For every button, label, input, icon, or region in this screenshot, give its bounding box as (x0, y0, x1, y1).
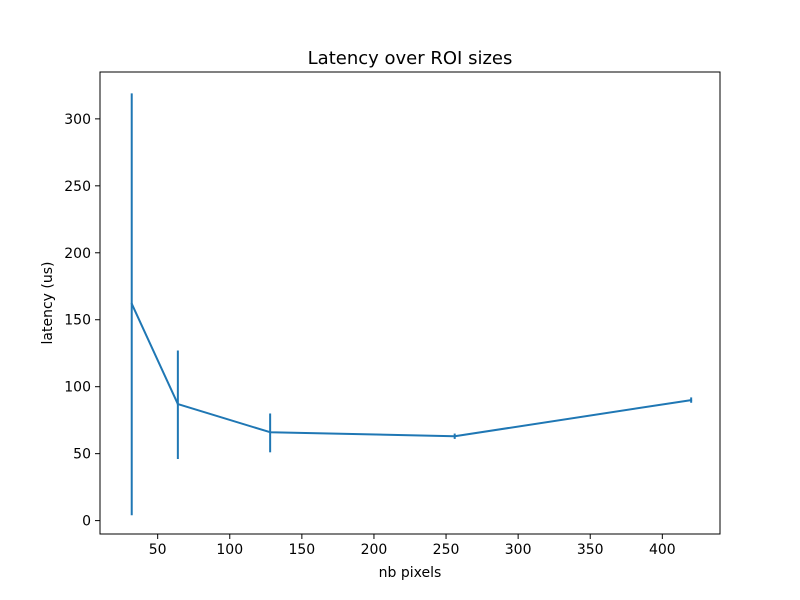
y-tick-label-50: 50 (73, 447, 91, 463)
x-tick-label-300: 300 (505, 542, 532, 558)
x-tick-label-50: 50 (149, 542, 167, 558)
data-point-0 (130, 302, 133, 305)
x-tick-label-100: 100 (216, 542, 243, 558)
y-tick-label-150: 150 (64, 313, 91, 329)
data-point-4 (690, 399, 693, 402)
y-tick-label-0: 0 (82, 514, 91, 530)
x-tick-label-250: 250 (433, 542, 460, 558)
data-point-2 (269, 431, 272, 434)
data-point-1 (176, 403, 179, 406)
y-tick-label-200: 200 (64, 246, 91, 262)
x-tick-label-400: 400 (649, 542, 676, 558)
y-tick-label-300: 300 (64, 112, 91, 128)
y-tick-label-250: 250 (64, 179, 91, 195)
y-tick-label-100: 100 (64, 380, 91, 396)
x-axis-label: nb pixels (379, 565, 442, 581)
chart-title: Latency over ROI sizes (308, 48, 513, 69)
x-tick-label-350: 350 (577, 542, 604, 558)
x-tick-label-150: 150 (288, 542, 315, 558)
y-axis-label: latency (us) (40, 262, 56, 345)
plot-area: 50 100 150 200 250 300 350 400 0 50 100 150 200 250 30… (64, 71, 721, 558)
plot-frame (99, 71, 721, 535)
x-tick-label-200: 200 (361, 542, 388, 558)
data-point-3 (453, 435, 456, 438)
series-line (130, 303, 692, 438)
